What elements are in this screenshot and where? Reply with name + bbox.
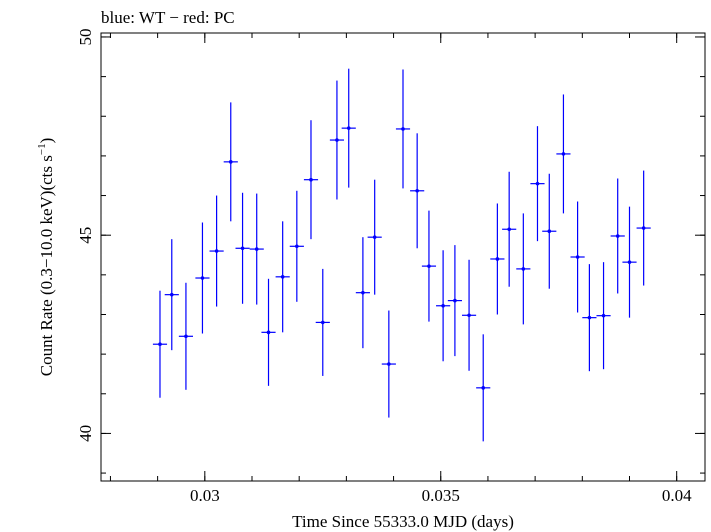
point-marker	[427, 264, 431, 268]
data-point	[275, 221, 290, 333]
point-marker	[240, 246, 245, 251]
data-point	[195, 222, 210, 334]
data-point	[542, 173, 557, 289]
point-marker	[641, 226, 646, 230]
data-point	[261, 278, 276, 386]
point-marker	[415, 188, 419, 193]
point-marker	[481, 386, 486, 390]
point-marker	[615, 234, 620, 238]
y-axis-label-superscript: −1	[36, 143, 48, 155]
data-point	[395, 69, 411, 189]
x-axis-label: Time Since 55333.0 MJD (days)	[292, 512, 514, 531]
data-point	[329, 80, 345, 200]
data-point	[223, 102, 238, 222]
data-point	[596, 262, 611, 370]
data-point	[476, 334, 491, 442]
data-point	[582, 264, 597, 372]
data-point	[303, 120, 319, 240]
data-point	[289, 190, 304, 302]
data-point	[341, 68, 356, 188]
point-marker	[467, 313, 471, 318]
point-marker	[169, 292, 174, 297]
point-marker	[158, 342, 162, 347]
data-point	[556, 94, 571, 214]
data-point	[447, 245, 462, 357]
y-axis-label-close: )	[37, 138, 56, 144]
data-point	[367, 179, 382, 295]
point-marker	[372, 235, 377, 239]
data-point	[570, 201, 585, 313]
axis-tick-labels: 0.03 0.035 0.04 40 45 50	[76, 28, 692, 505]
y-tick-label: 45	[76, 227, 95, 244]
point-marker	[547, 229, 552, 234]
point-marker	[320, 320, 325, 325]
y-axis-label-main: Count Rate (0.3−10.0 keV)(cts s	[37, 155, 56, 376]
data-point	[461, 259, 477, 371]
data-point	[516, 213, 531, 325]
data-point	[410, 133, 425, 249]
point-marker	[587, 315, 592, 320]
data-point	[530, 126, 545, 242]
axis-ticks	[101, 33, 705, 481]
data-point	[490, 203, 505, 315]
point-marker	[309, 177, 313, 182]
data-point	[436, 250, 451, 362]
point-marker	[535, 181, 540, 186]
point-marker	[521, 267, 526, 271]
point-marker	[228, 160, 233, 164]
point-marker	[561, 152, 566, 156]
x-tick-label: 0.035	[422, 486, 460, 505]
point-marker	[627, 260, 632, 264]
data-point	[249, 193, 264, 305]
data-point	[315, 268, 330, 376]
point-marker	[295, 244, 299, 249]
data-point	[622, 206, 637, 318]
point-marker	[346, 126, 351, 130]
data-point	[209, 195, 224, 307]
x-tick-label: 0.04	[662, 486, 692, 505]
point-marker	[387, 362, 391, 366]
point-marker	[495, 257, 500, 261]
point-marker	[575, 255, 580, 259]
point-marker	[601, 313, 606, 318]
point-marker	[507, 227, 511, 232]
chart-title: blue: WT − red: PC	[101, 8, 235, 27]
data-point	[178, 282, 194, 390]
data-point	[421, 210, 437, 322]
data-points	[152, 68, 651, 442]
point-marker	[335, 138, 339, 142]
point-marker	[266, 330, 271, 335]
data-point	[636, 170, 651, 286]
point-marker	[280, 275, 285, 279]
data-point	[502, 171, 517, 287]
point-marker	[214, 249, 219, 253]
x-tick-label: 0.03	[190, 486, 220, 505]
point-marker	[361, 290, 365, 295]
data-point	[381, 310, 396, 418]
data-point	[235, 192, 250, 304]
data-point	[152, 290, 168, 398]
y-tick-label: 40	[76, 425, 95, 442]
y-tick-label: 50	[76, 28, 95, 45]
plot-frame	[100, 32, 706, 482]
data-point	[164, 239, 179, 351]
point-marker	[254, 247, 259, 251]
point-marker	[200, 276, 205, 280]
point-marker	[441, 303, 445, 308]
point-marker	[401, 127, 405, 131]
y-axis-label: Count Rate (0.3−10.0 keV)(cts s−1)	[36, 138, 56, 377]
point-marker	[184, 334, 188, 339]
data-point	[355, 237, 370, 349]
data-point	[610, 178, 625, 294]
point-marker	[453, 298, 457, 303]
